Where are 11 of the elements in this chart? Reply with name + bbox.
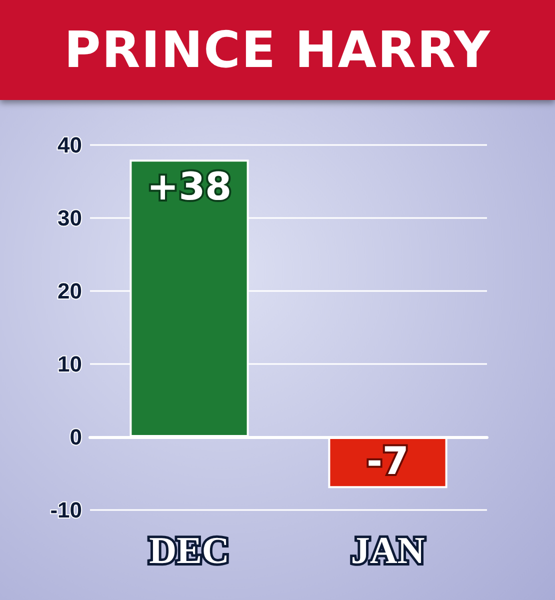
y-tick-label: 30 [58,206,82,230]
y-tick-label: 40 [58,132,82,158]
data-label: +38 [146,164,232,209]
y-tick-label: 10 [58,352,82,376]
chart-title: PRINCE HARRY [0,0,555,100]
y-tick-label: 0 [70,424,82,450]
y-tick-label: 20 [58,278,82,304]
x-tick-label: DEC [149,530,230,572]
x-tick-label: JAN [350,530,425,572]
data-label: -7 [366,439,409,484]
y-tick-label: -10 [50,498,82,522]
